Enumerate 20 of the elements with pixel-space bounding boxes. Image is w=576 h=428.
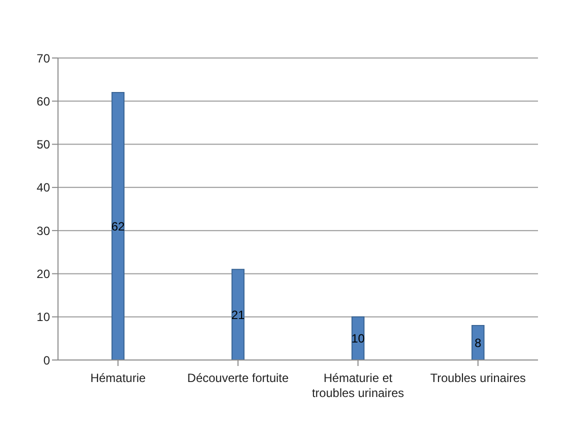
- y-tick-label: 0: [43, 353, 50, 368]
- x-tick-label: Découverte fortuite: [187, 371, 290, 385]
- y-tick-label: 30: [36, 224, 50, 238]
- x-tick-label: Hématurie et troubles urinaires: [312, 371, 404, 400]
- bar: [232, 268, 244, 360]
- y-tick-label: 10: [36, 310, 50, 324]
- data-label: 10: [351, 332, 365, 346]
- data-label: 8: [474, 336, 482, 350]
- y-tick-label: 20: [36, 266, 50, 281]
- bar: [112, 92, 124, 360]
- y-tick-label: 40: [36, 180, 50, 195]
- y-tick-label: 70: [36, 51, 50, 66]
- data-label: 21: [231, 308, 245, 322]
- bar: [472, 324, 484, 360]
- y-tick-label: 60: [36, 94, 50, 108]
- bar: [352, 316, 364, 360]
- x-tick-label: Hématurie: [90, 371, 146, 385]
- x-tick-label: Troubles urinaires: [430, 371, 526, 385]
- data-label: 62: [111, 220, 125, 234]
- y-tick-label: 50: [36, 138, 50, 152]
